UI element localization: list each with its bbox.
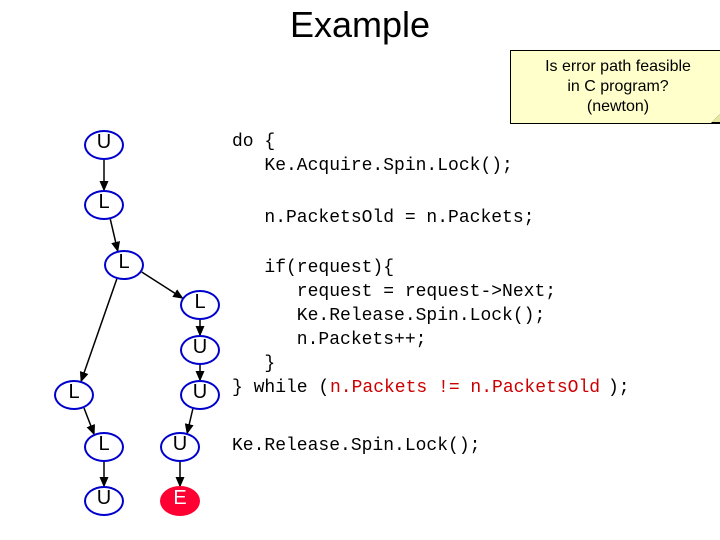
code-line: Ke.Acquire.Spin.Lock(); (232, 156, 513, 176)
code-line: Ke.Release.Spin.Lock(); (232, 436, 480, 456)
code-line: n.Packets++; (232, 330, 426, 350)
node-label: L (86, 434, 122, 454)
node-label: L (56, 382, 92, 402)
graph-node-u: U (180, 380, 220, 410)
code-line: n.PacketsOld = n.Packets; (232, 208, 534, 228)
graph-edge (142, 272, 183, 298)
node-label: U (182, 382, 218, 402)
graph-node-l: L (104, 250, 144, 280)
note-line-3: (newton) (519, 97, 717, 117)
node-label: L (86, 192, 122, 212)
code-line: Ke.Release.Spin.Lock(); (232, 306, 545, 326)
code-line: request = request->Next; (232, 282, 556, 302)
sticky-note: Is error path feasible in C program? (ne… (510, 50, 720, 124)
graph-node-l: L (84, 432, 124, 462)
graph-edge (110, 219, 117, 251)
graph-edge (187, 409, 193, 433)
node-label: U (86, 488, 122, 508)
node-label: U (162, 434, 198, 454)
code-line: } (232, 354, 275, 374)
graph-node-u: U (160, 432, 200, 462)
graph-node-l: L (84, 190, 124, 220)
graph-edge (81, 279, 117, 381)
node-label: L (182, 292, 218, 312)
code-line: if(request){ (232, 258, 394, 278)
graph-node-u: U (84, 486, 124, 516)
node-label: L (106, 252, 142, 272)
error-node: E (160, 486, 200, 516)
graph-node-u: U (84, 130, 124, 160)
code-line: do { (232, 132, 275, 152)
code-line: ); (608, 378, 630, 398)
node-label: U (86, 132, 122, 152)
graph-node-l: L (180, 290, 220, 320)
graph-node-u: U (180, 335, 220, 365)
node-label: E (162, 488, 198, 508)
slide-title: Example (0, 4, 720, 46)
note-line-1: Is error path feasible (519, 57, 717, 77)
graph-edge (84, 408, 94, 434)
node-label: U (182, 337, 218, 357)
note-fold-fill (712, 110, 720, 122)
note-line-2: in C program? (519, 77, 717, 97)
code-line: n.Packets != n.PacketsOld (330, 378, 600, 398)
graph-node-l: L (54, 380, 94, 410)
code-line: } while ( (232, 378, 329, 398)
